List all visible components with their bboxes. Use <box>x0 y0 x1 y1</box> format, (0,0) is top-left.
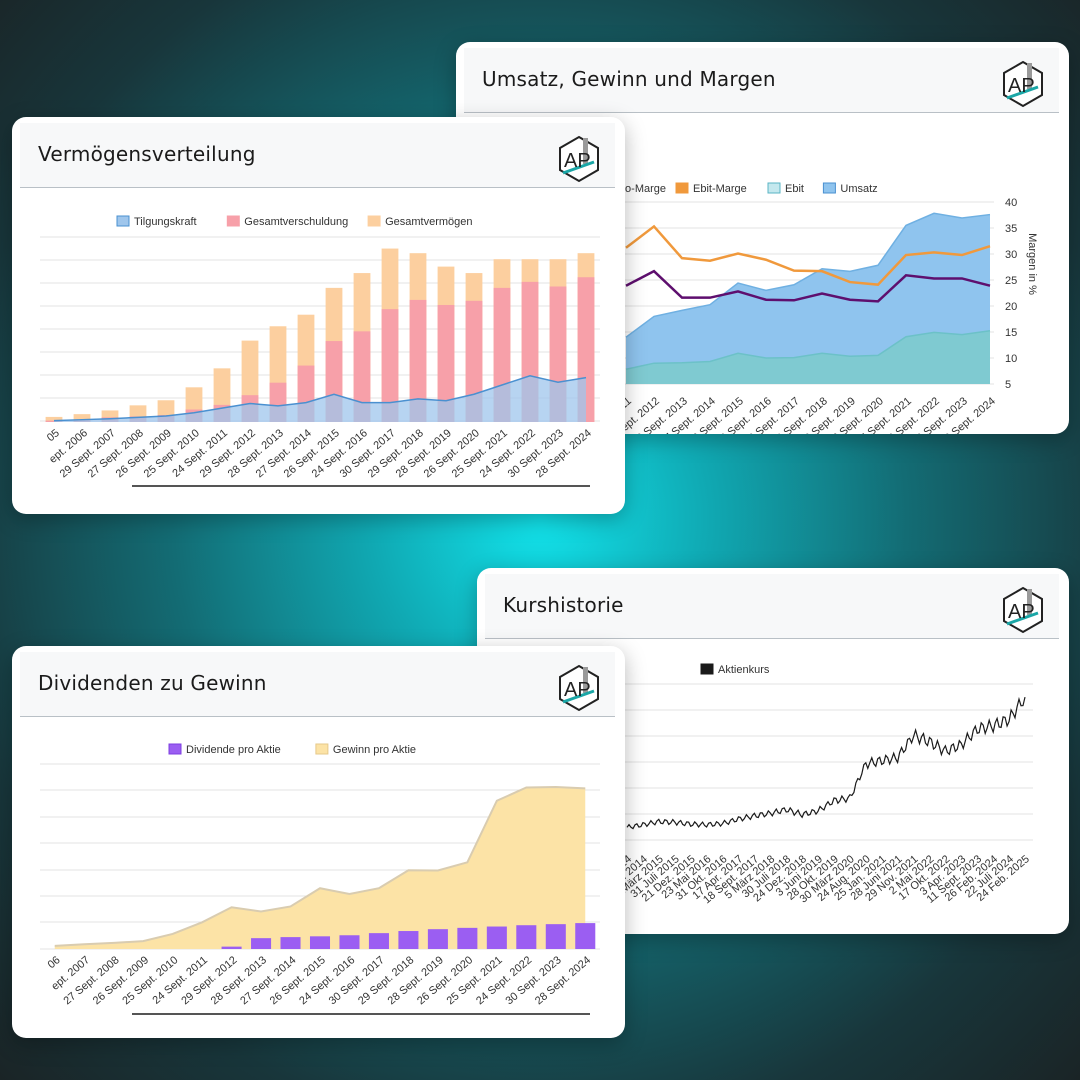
legend-label: to-Marge <box>622 183 666 195</box>
logo-swoosh <box>562 689 595 704</box>
logo-swoosh <box>562 160 595 175</box>
legend-swatch <box>116 215 130 227</box>
card-vermoegensverteilung: Vermögensverteilung AP Tilgungskraft Gesa… <box>12 117 625 514</box>
legend-swatch <box>168 743 182 755</box>
area-gewinn-pro-aktie <box>54 786 586 949</box>
bar-gesamtverschuldung <box>353 331 371 422</box>
vermoegen-chart: Tilgungskraft Gesamtverschuldung Gesamtver… <box>40 215 600 487</box>
legend-label: Dividende pro Aktie <box>186 744 281 756</box>
area-ebit-line <box>625 329 991 370</box>
legend-swatch <box>675 182 689 194</box>
legend-label: Ebit <box>785 183 804 195</box>
bar-dividende-pro-aktie <box>516 925 537 949</box>
logo-swoosh <box>1006 85 1039 100</box>
y2-tick-label: 20 <box>1005 301 1017 313</box>
y2-tick-label: 5 <box>1005 379 1011 391</box>
line-tilgungskraft <box>53 374 587 422</box>
bar-gesamtvermoegen <box>101 410 119 422</box>
legend-label: Gesamtverschuldung <box>244 216 348 228</box>
dividenden-chart: Dividende pro Aktie Gewinn pro Aktie06ept… <box>40 743 600 1015</box>
line-ebit-marge <box>625 224 991 286</box>
legend-label: Aktienkurs <box>718 664 770 676</box>
logo-bar <box>1027 63 1032 89</box>
bar-gesamtvermoegen <box>73 414 91 422</box>
chart-title: Umsatz, Gewinn und Margen <box>482 67 776 91</box>
legend-swatch <box>767 182 781 194</box>
area-umsatz-line <box>625 212 991 338</box>
legend-label: Gesamtvermögen <box>385 216 472 228</box>
bar-dividende-pro-aktie <box>398 931 419 949</box>
logo-letters: AP <box>1008 75 1035 97</box>
umsatz-chart: 5 10 15 20 25 30 35 40 Margen in % Ebit-Marge Ebit… <box>602 182 1038 434</box>
bar-dividende-pro-aktie <box>251 938 272 949</box>
y2-tick-label: 10 <box>1005 353 1017 365</box>
legend-swatch <box>367 215 381 227</box>
bar-dividende-pro-aktie <box>486 926 507 949</box>
x-tick-label: 06 <box>46 954 63 971</box>
bar-gesamtvermoegen <box>45 416 63 422</box>
logo-bar <box>583 138 588 164</box>
bar-dividende-pro-aktie <box>309 936 331 949</box>
legend-swatch <box>700 663 714 675</box>
bar-dividende-pro-aktie <box>575 923 596 949</box>
card-header: Umsatz, Gewinn und Margen AP <box>464 48 1059 113</box>
bar-dividende-pro-aktie <box>280 937 301 949</box>
chart-title: Kurshistorie <box>503 593 624 617</box>
x-tick-label: 05 <box>45 427 62 444</box>
legend-swatch <box>226 215 240 227</box>
line-gewinn-pro-aktie <box>54 785 586 947</box>
ap-logo-icon: AP <box>1003 586 1043 634</box>
y2-axis-label: Margen in % <box>1026 233 1038 295</box>
line-aktienkurs <box>626 696 1026 830</box>
bar-gesamtverschuldung <box>465 300 483 422</box>
legend-swatch <box>822 182 836 194</box>
legend-label: Ebit-Marge <box>693 183 747 195</box>
bar-gesamtverschuldung <box>381 309 399 422</box>
bar-dividende-pro-aktie <box>457 927 478 949</box>
legend-swatch <box>315 743 329 755</box>
card-header: Kurshistorie AP <box>485 574 1059 639</box>
logo-letters: AP <box>564 150 591 172</box>
bar-dividende-pro-aktie <box>339 935 360 949</box>
logo-bar <box>1027 589 1032 615</box>
area-ebit <box>626 330 990 384</box>
y2-tick-label: 35 <box>1005 223 1017 235</box>
bar-gesamtverschuldung <box>409 299 427 422</box>
logo-bar <box>583 667 588 693</box>
bar-dividende-pro-aktie <box>221 946 242 949</box>
card-header: Dividenden zu Gewinn AP <box>20 652 615 717</box>
y2-tick-label: 40 <box>1005 197 1017 209</box>
y2-tick-label: 30 <box>1005 249 1017 261</box>
ap-logo-icon: AP <box>559 664 599 712</box>
legend-label: Umsatz <box>840 183 877 195</box>
bar-dividende-pro-aktie <box>368 933 389 949</box>
y2-tick-label: 15 <box>1005 327 1017 339</box>
bar-dividende-pro-aktie <box>545 924 566 949</box>
ap-logo-icon: AP <box>1003 60 1043 108</box>
card-dividenden: Dividenden zu Gewinn AP Dividende pro Ak… <box>12 646 625 1038</box>
ap-logo-icon: AP <box>559 135 599 183</box>
legend-label: Tilgungskraft <box>134 216 197 228</box>
card-header: Vermögensverteilung AP <box>20 123 615 188</box>
logo-swoosh <box>1006 611 1039 626</box>
legend-label: Gewinn pro Aktie <box>333 744 416 756</box>
y2-tick-label: 25 <box>1005 275 1017 287</box>
bar-dividende-pro-aktie <box>427 929 448 949</box>
chart-title: Vermögensverteilung <box>38 142 256 166</box>
line-netto-marge <box>625 269 991 303</box>
chart-title: Dividenden zu Gewinn <box>38 671 267 695</box>
logo-letters: AP <box>1008 601 1035 623</box>
bar-gesamtverschuldung <box>437 304 455 422</box>
logo-letters: AP <box>564 679 591 701</box>
